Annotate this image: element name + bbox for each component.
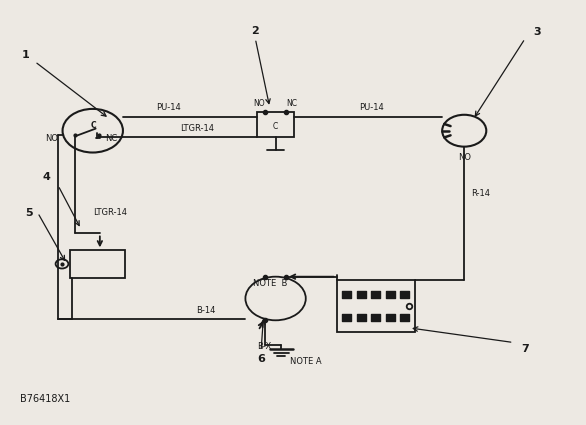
Text: 6: 6 [257, 354, 265, 364]
Text: NO: NO [254, 99, 265, 108]
Text: NO: NO [458, 153, 471, 162]
Text: 7: 7 [522, 344, 529, 354]
Text: R-14: R-14 [471, 189, 490, 198]
Text: NC: NC [287, 99, 297, 108]
Text: NOTE A: NOTE A [290, 357, 322, 366]
Text: 5: 5 [25, 207, 33, 218]
Text: 1: 1 [22, 50, 30, 60]
Text: B76418X1: B76418X1 [20, 394, 70, 404]
Text: PU-14: PU-14 [156, 103, 180, 112]
Text: 3: 3 [533, 27, 541, 37]
Text: B-X: B-X [257, 342, 271, 351]
Text: C: C [273, 122, 278, 131]
Bar [70, 250, 125, 278]
Text: LTGR-14: LTGR-14 [180, 124, 214, 133]
Text: NC: NC [105, 134, 118, 143]
Text: LTGR-14: LTGR-14 [93, 208, 127, 217]
Text: PU-14: PU-14 [359, 103, 384, 112]
Text: 4: 4 [42, 172, 50, 182]
Text: NOTE  B: NOTE B [253, 279, 287, 288]
Text: C: C [91, 121, 97, 130]
Text: NO: NO [45, 134, 58, 143]
Text: 2: 2 [251, 26, 259, 36]
Bar [336, 280, 415, 332]
Bar [257, 112, 294, 137]
Text: B-14: B-14 [196, 306, 216, 315]
